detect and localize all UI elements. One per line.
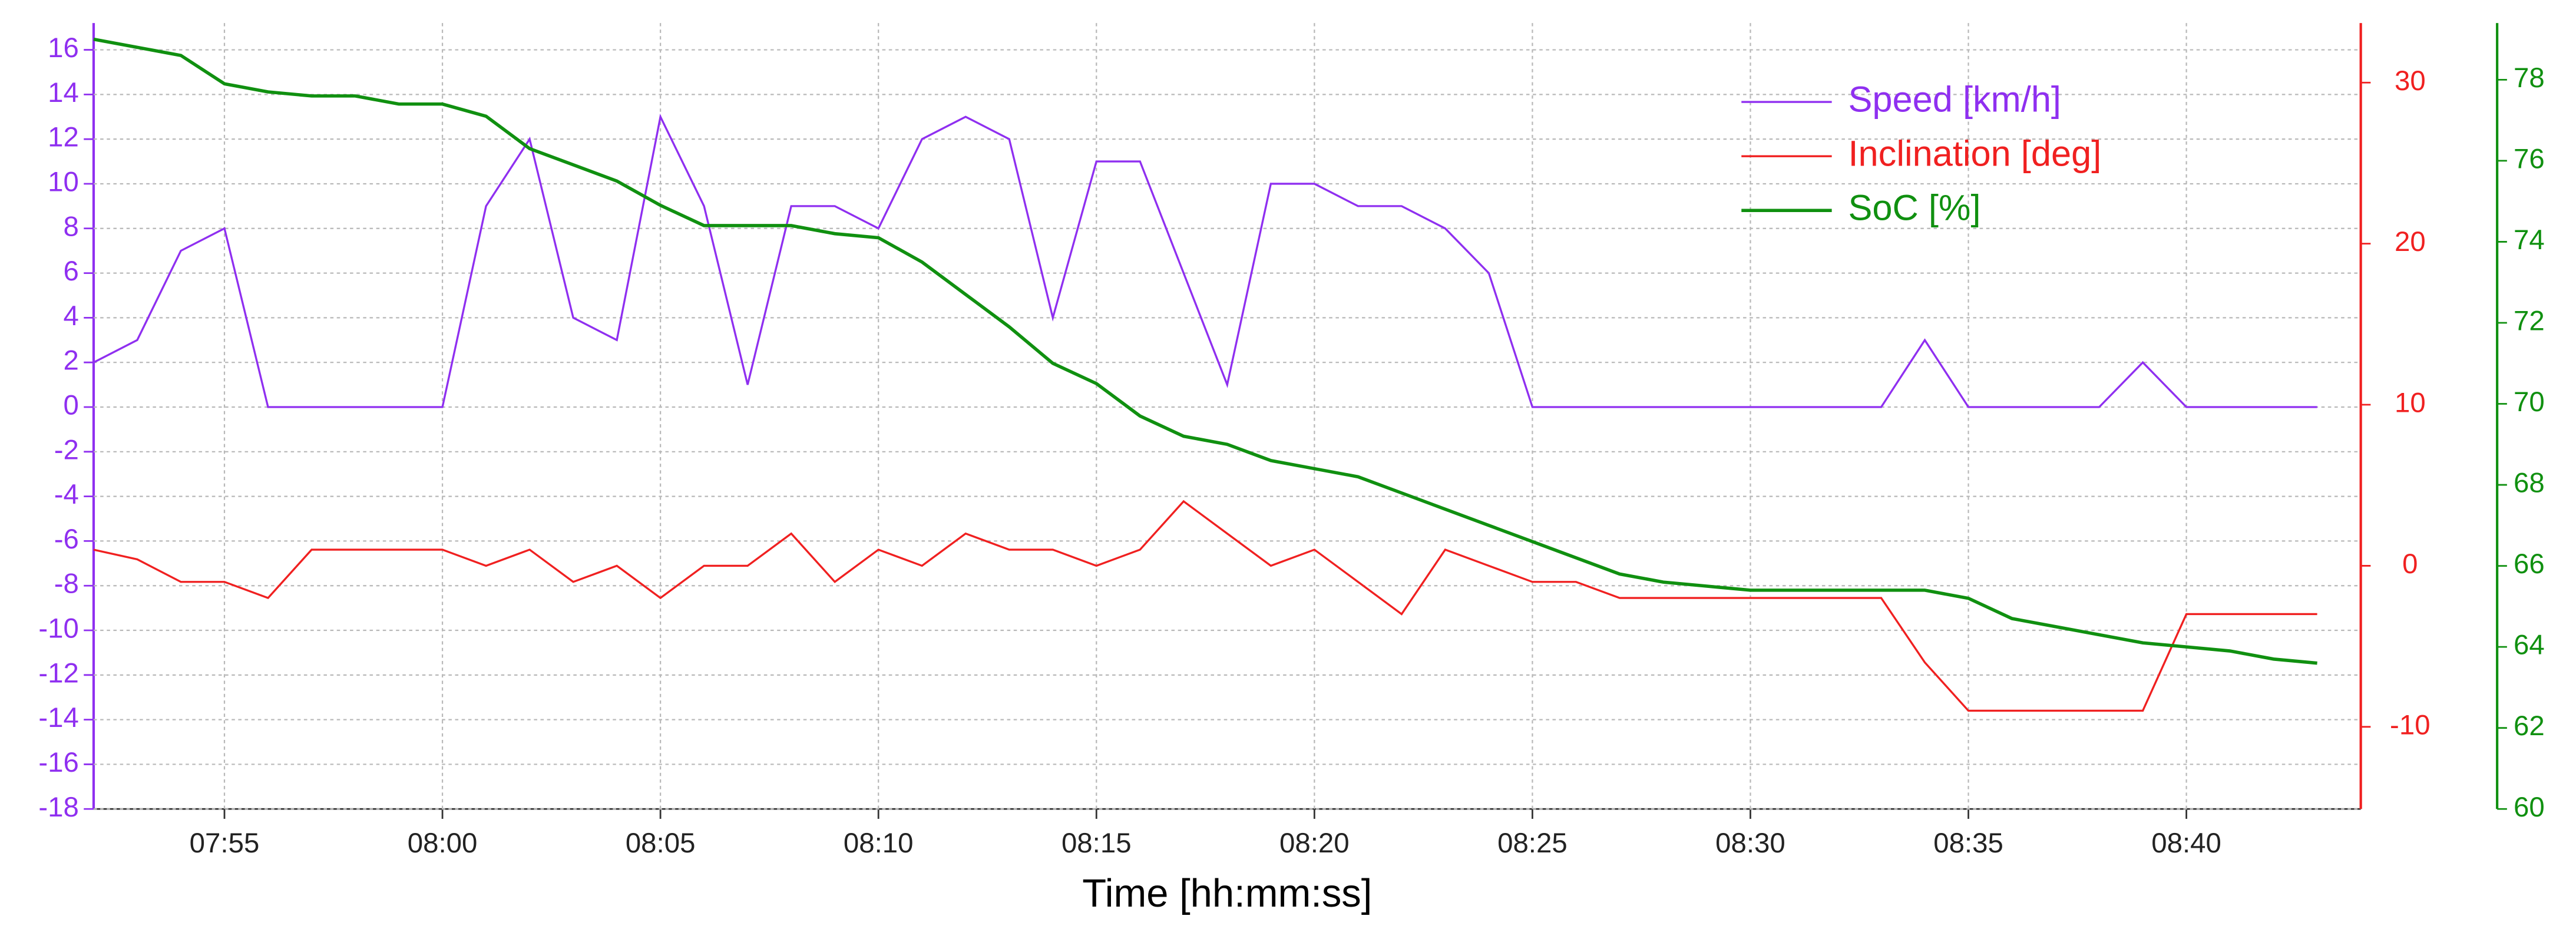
legend-label: SoC [%] — [1848, 187, 1981, 228]
x-tick-label: 08:30 — [1715, 828, 1785, 859]
x-tick-label: 08:15 — [1062, 828, 1132, 859]
y-tick-label: 16 — [48, 32, 79, 64]
y-tick-label: 14 — [48, 77, 79, 108]
y-tick-label: 10 — [48, 166, 79, 197]
y-tick-label: 2 — [64, 345, 79, 376]
x-tick-label: 08:20 — [1279, 828, 1350, 859]
y-tick-label: 0 — [64, 390, 79, 421]
x-tick-label: 07:55 — [190, 828, 260, 859]
legend-label: Speed [km/h] — [1848, 79, 2061, 120]
x-axis-label: Time [hh:mm:ss] — [1082, 871, 1372, 915]
y3-tick-label: 64 — [2514, 630, 2545, 661]
y3-tick-label: 68 — [2514, 468, 2545, 499]
x-tick-label: 08:35 — [1933, 828, 2003, 859]
y3-tick-label: 78 — [2514, 62, 2545, 94]
series-line — [93, 114, 2317, 408]
y3-tick-label: 70 — [2514, 386, 2545, 418]
y-tick-label: -6 — [54, 524, 79, 555]
y3-tick-label: 76 — [2514, 143, 2545, 174]
x-tick-label: 08:00 — [408, 828, 478, 859]
y2-tick-label: -10 — [2390, 709, 2430, 740]
y2-tick-label: 30 — [2395, 65, 2426, 97]
y-tick-label: 6 — [64, 256, 79, 287]
y-tick-label: -2 — [54, 434, 79, 465]
y-tick-label: 12 — [48, 122, 79, 153]
x-tick-label: 08:05 — [626, 828, 696, 859]
y3-tick-label: 60 — [2514, 792, 2545, 823]
y-tick-label: -10 — [38, 613, 79, 644]
legend-label: Inclination [deg] — [1848, 133, 2102, 174]
y-tick-label: -14 — [38, 702, 79, 733]
y3-tick-label: 66 — [2514, 548, 2545, 580]
series-line — [93, 37, 2317, 665]
y-tick-label: -18 — [38, 792, 79, 823]
x-tick-label: 08:10 — [844, 828, 914, 859]
y-tick-label: -12 — [38, 657, 79, 689]
y-tick-label: 8 — [64, 211, 79, 242]
y2-tick-label: 20 — [2395, 226, 2426, 257]
y2-tick-label: 10 — [2395, 388, 2426, 419]
y3-tick-label: 72 — [2514, 306, 2545, 337]
series-line — [93, 500, 2317, 712]
y-tick-label: -8 — [54, 568, 79, 600]
y3-tick-label: 74 — [2514, 224, 2545, 256]
y-tick-label: 4 — [64, 300, 79, 332]
y-tick-label: -16 — [38, 747, 79, 778]
y2-tick-label: 0 — [2402, 548, 2418, 580]
x-tick-label: 08:25 — [1497, 828, 1568, 859]
x-tick-label: 08:40 — [2151, 828, 2221, 859]
y-tick-label: -4 — [54, 479, 79, 510]
y3-tick-label: 62 — [2514, 710, 2545, 742]
